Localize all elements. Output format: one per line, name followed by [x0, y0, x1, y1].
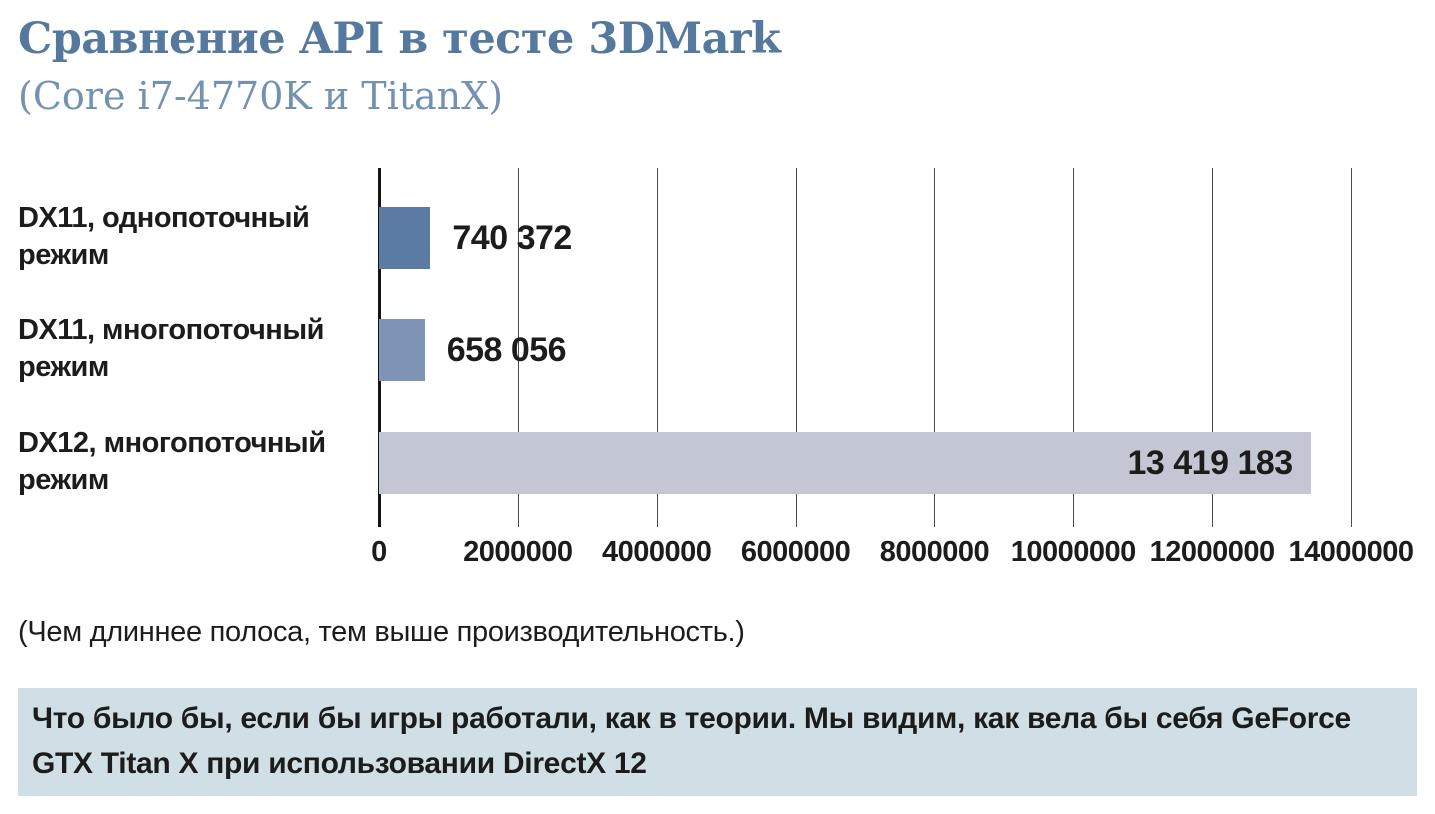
- gridline: [1212, 168, 1214, 527]
- x-tick-2000000: 2000000: [463, 536, 573, 568]
- caption-box: Что было бы, если бы игры работали, как …: [18, 688, 1417, 796]
- caption-text: Что было бы, если бы игры работали, как …: [32, 702, 1351, 780]
- value-label-dx12-multi: 13 419 183: [1127, 444, 1294, 482]
- x-tick-6000000: 6000000: [740, 536, 851, 568]
- gridline: [517, 168, 519, 527]
- gridline: [1073, 168, 1075, 527]
- plot-area: 740 372 658 056 13 419 183: [378, 168, 1352, 527]
- value-label-dx11-multi: 658 056: [446, 331, 567, 369]
- bar-row-dx11-multi: 658 056: [379, 319, 1351, 381]
- bar-dx11-single: [379, 207, 431, 269]
- category-label-dx11-multi: DX11, многопоточный режим: [18, 314, 324, 383]
- x-tick-12000000: 12000000: [1149, 536, 1276, 568]
- value-label-dx11-single: 740 372: [452, 219, 572, 257]
- gridline: [934, 168, 936, 527]
- x-tick-4000000: 4000000: [602, 536, 712, 568]
- bar-dx11-multi: [379, 319, 425, 381]
- x-tick-10000000: 10000000: [1010, 536, 1137, 568]
- category-label-dx12-multi: DX12, многопоточный режим: [18, 427, 326, 496]
- bar-row-dx12-multi: 13 419 183: [379, 432, 1351, 494]
- category-label-dx11-single: DX11, однопоточный режим: [18, 202, 310, 271]
- gridline: [1351, 168, 1352, 527]
- x-axis: 0 2000000 4000000 6000000 8000000 100000…: [371, 536, 1414, 572]
- chart-title: Сравнение API в тесте 3DMark: [18, 14, 781, 64]
- bar-dx12-multi: [379, 432, 1311, 494]
- x-tick-8000000: 8000000: [879, 536, 990, 568]
- note-text: (Чем длиннее полоса, тем выше производит…: [18, 616, 745, 648]
- bar-row-dx11-single: 740 372: [379, 207, 1351, 269]
- x-tick-0: 0: [371, 536, 387, 568]
- chart-subtitle: (Core i7-4770K и TitanX): [18, 74, 504, 118]
- gridline: [656, 168, 658, 527]
- x-tick-14000000: 14000000: [1288, 536, 1414, 568]
- gridline: [795, 168, 797, 527]
